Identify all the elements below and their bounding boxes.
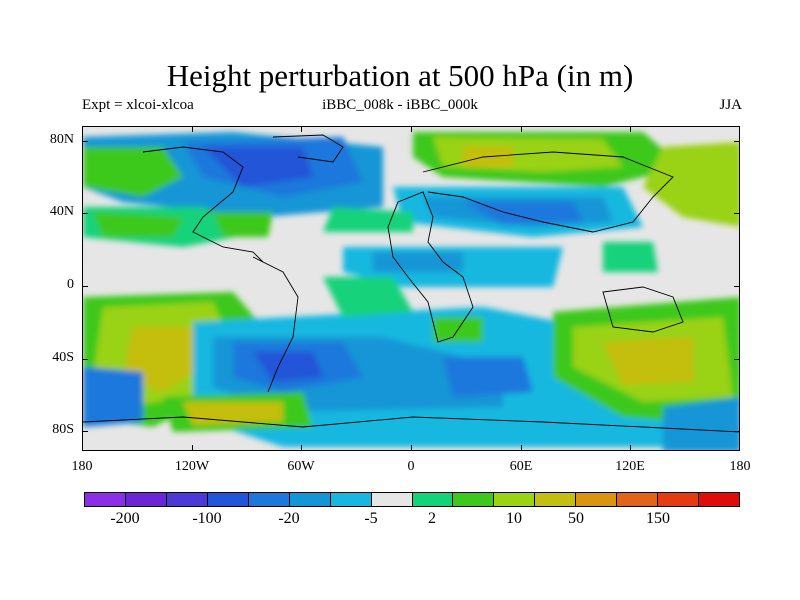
colorbar-box [576,493,618,506]
y-tick [734,359,740,360]
lat-label-80n: 80N [49,132,74,147]
colorbar-label: -200 [110,510,140,527]
colorbar [84,492,740,507]
y-tick [82,431,88,432]
colorbar-label: 50 [568,510,584,527]
colorbar-box [371,493,413,506]
x-tick [301,445,302,451]
colorbar-box [248,493,290,506]
experiment-label: Expt = xlcoi-xlcoa [82,97,194,113]
x-tick [630,445,631,451]
x-tick [192,445,193,451]
coastlines [83,134,739,433]
colorbar-box [699,493,739,506]
lon-label-120w: 120W [174,459,210,474]
colorbar-box [453,493,495,506]
lon-label-180e: 180 [729,459,751,474]
colorbar-label: 2 [428,510,436,527]
colorbar-label: -5 [364,510,378,527]
x-tick [521,445,522,451]
map-plot [82,126,740,451]
y-tick [82,141,88,142]
colorbar-label: -100 [192,510,222,527]
lon-label-60e: 60E [509,459,533,474]
colorbar-label: 150 [646,510,670,527]
colorbar-label: 10 [506,510,522,527]
map-title: Height perturbation at 500 hPa (in m) [166,58,634,93]
y-tick [82,286,88,287]
colorbar-box [617,493,659,506]
colorbar-label: -20 [278,510,300,527]
lon-label-180w: 180 [71,459,93,474]
lat-label-0: 0 [67,277,74,292]
colorbar-box [494,493,536,506]
y-tick [734,431,740,432]
y-tick [82,213,88,214]
y-tick [734,141,740,142]
lat-label-80s: 80S [52,422,74,437]
x-tick [411,445,412,451]
lat-label-40s: 40S [52,350,74,365]
x-tick [411,126,412,132]
lon-label-0: 0 [407,459,415,474]
x-tick [301,126,302,132]
y-tick [734,213,740,214]
contour-field [83,127,739,450]
colorbar-box [207,493,249,506]
x-tick [630,126,631,132]
colorbar-box [535,493,577,506]
season-label: JJA [719,97,742,113]
colorbar-box [658,493,700,506]
colorbar-box [412,493,454,506]
lat-label-40n: 40N [49,204,74,219]
x-tick [192,126,193,132]
lon-label-120e: 120E [615,459,645,474]
x-tick [521,126,522,132]
colorbar-box [166,493,208,506]
difference-label: iBBC_008k - iBBC_000k [322,97,478,113]
colorbar-box [289,493,331,506]
colorbar-box [330,493,372,506]
colorbar-box [125,493,167,506]
y-tick [82,359,88,360]
colorbar-box [85,493,126,506]
lon-label-60w: 60W [287,459,315,474]
y-tick [734,286,740,287]
